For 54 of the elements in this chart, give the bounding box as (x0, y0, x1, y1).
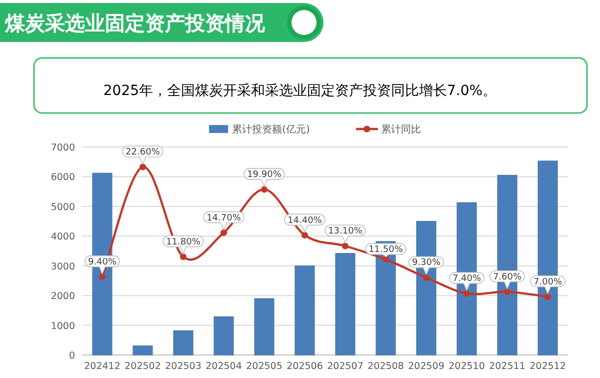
data-label: 9.40% (88, 257, 117, 268)
y-tick-label: 0 (68, 350, 75, 362)
data-label: 7.60% (492, 272, 522, 282)
x-tick-label: 202507 (327, 361, 364, 372)
x-tick-label: 202412 (84, 361, 120, 372)
point (98, 273, 106, 280)
bar (214, 316, 234, 356)
data-label: 11.50% (368, 245, 404, 256)
legend-label: 累计投资额(亿元) (232, 124, 310, 136)
point (342, 242, 349, 250)
data-label: 19.90% (247, 170, 282, 180)
y-tick-label: 6000 (50, 172, 75, 184)
x-tick-label: 202504 (206, 361, 242, 372)
data-label: 11.80% (166, 237, 201, 248)
point (301, 232, 308, 238)
bar (132, 345, 153, 356)
bar (294, 266, 315, 356)
point (544, 293, 552, 300)
x-tick-label: 202509 (408, 361, 444, 372)
legend-label: 累计同比 (380, 124, 421, 136)
x-tick-label: 202508 (368, 361, 404, 372)
x-tick-label: 202503 (165, 361, 202, 372)
point (260, 186, 268, 193)
x-tick-label: 202512 (530, 361, 566, 372)
data-label: 13.10% (328, 226, 363, 237)
y-tick-label: 1000 (50, 320, 75, 332)
x-tick-label: 202502 (124, 361, 161, 372)
x-tick-label: 202511 (489, 361, 526, 372)
data-label: 9.30% (412, 258, 441, 268)
point (180, 254, 187, 260)
data-label: 7.00% (533, 277, 562, 288)
x-tick-label: 202506 (286, 361, 323, 372)
bar (173, 330, 194, 356)
data-label: 22.60% (126, 148, 160, 158)
point (422, 274, 430, 281)
point (220, 229, 228, 236)
point (463, 290, 470, 297)
data-label: 14.70% (206, 213, 242, 224)
y-tick-label: 3000 (50, 261, 75, 272)
y-tick-label: 4000 (50, 232, 75, 243)
x-tick-label: 202505 (246, 361, 282, 372)
point (504, 288, 511, 296)
point (139, 164, 146, 170)
chart-subtitle: 2025年，全国煤炭开采和采选业固定资产投资同比增长7.0%。 (103, 83, 497, 99)
data-label: 7.40% (452, 274, 482, 284)
bar (335, 253, 356, 356)
y-tick-label: 5000 (50, 202, 75, 213)
y-tick-label: 2000 (50, 291, 75, 302)
y-tick-label: 7000 (50, 142, 75, 154)
chart-title: 煤炭采选业固定资产投资情况 (4, 11, 266, 35)
bar (254, 298, 274, 356)
point (382, 256, 390, 263)
data-label: 14.40% (288, 216, 322, 226)
x-tick-label: 202510 (448, 361, 485, 372)
